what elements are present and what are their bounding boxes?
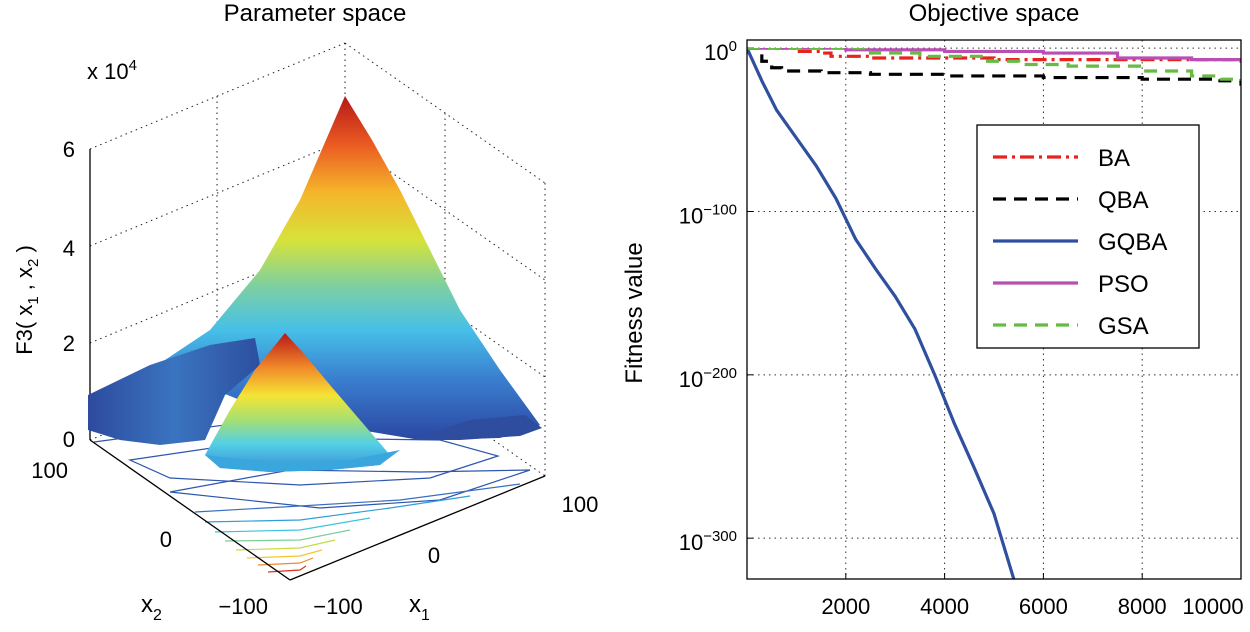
contour-ring-4 [204, 495, 471, 523]
y-tick-e-300-base: 10 [679, 530, 703, 555]
legend-label-gqba: GQBA [1098, 229, 1167, 256]
z-label-sub2: 2 [25, 259, 42, 267]
x-tick-4000: 4000 [920, 594, 969, 619]
z-ticks: 0 2 4 6 [63, 137, 75, 452]
y-tick-e0-base: 10 [704, 40, 728, 65]
y-tick-e-100: 10−100 [679, 202, 737, 229]
right-ylabel: Fitness value [621, 242, 648, 383]
x2-tick-100: 100 [31, 458, 68, 483]
series-line-gqba [747, 48, 1016, 579]
legend-label-qba: QBA [1098, 187, 1149, 214]
x1-tick-neg100: −100 [313, 594, 363, 619]
x2-label-base: x [141, 591, 153, 618]
z-label-pre: F3( x [12, 305, 37, 355]
legend-items: BA QBA GQBA PSO GSA [993, 145, 1167, 340]
series-line-ba [747, 48, 1241, 62]
y-tick-e0: 100 [704, 38, 737, 65]
contour-ring-2 [169, 469, 531, 509]
x1-axis-line [289, 475, 546, 581]
z-exponent-label: x 104 [87, 57, 137, 84]
x-tick-6000: 6000 [1019, 594, 1068, 619]
z-exponent-base: x 10 [87, 59, 129, 84]
right-plot-frame [746, 39, 1242, 580]
x2-label-sub: 2 [153, 607, 162, 624]
right-title: Objective space [909, 0, 1080, 27]
x2-axis-line [89, 439, 291, 581]
left-3d-panel: Parameter space 0 2 4 6 x 104 F3( x1 , x… [12, 0, 598, 624]
contour-ring-7 [235, 539, 336, 551]
legend-label-gsa: GSA [1098, 313, 1149, 340]
y-tick-e-200: 10−200 [679, 365, 737, 392]
z-label-mid: , x [12, 267, 37, 296]
y-tick-e-200-base: 10 [679, 367, 703, 392]
z-tick-2: 2 [63, 331, 75, 356]
legend-label-ba: BA [1098, 145, 1130, 172]
z-tick-6: 6 [63, 137, 75, 162]
series-line-pso [747, 48, 1241, 63]
x1-label-base: x [409, 591, 421, 618]
contour-ring-5 [214, 517, 371, 533]
x2-tick-neg100: −100 [218, 594, 268, 619]
contour-ring-6 [224, 529, 351, 542]
x-tick-2000: 2000 [821, 594, 870, 619]
x1-ticks: −100 0 100 [313, 492, 598, 619]
series-line-gsa [747, 48, 1241, 81]
y-tick-e0-exp: 0 [729, 38, 737, 55]
contour-ring-8 [246, 549, 323, 559]
y-tick-e-300: 10−300 [679, 528, 737, 555]
surface-right-wing [410, 415, 542, 440]
contour-ring-3 [194, 483, 521, 513]
x2-ticks: 100 0 −100 [31, 458, 268, 619]
z-label-sub1: 1 [25, 296, 42, 304]
x1-tick-0: 0 [428, 543, 440, 568]
x2-axis-label: x2 [141, 591, 162, 624]
legend-label-pso: PSO [1098, 271, 1149, 298]
z-tick-4: 4 [63, 236, 75, 261]
x1-axis-label: x1 [409, 591, 430, 624]
x1-label-sub: 1 [421, 607, 430, 624]
right-y-ticks: 100 10−100 10−200 10−300 [679, 38, 737, 555]
legend-box [976, 124, 1200, 349]
right-line-panel: Objective space Fitness value 2000 4000 … [621, 0, 1244, 619]
z-exponent-power: 4 [129, 57, 137, 74]
surface-bottom-fill [205, 450, 400, 472]
right-x-ticks: 2000 4000 6000 8000 10000 [821, 594, 1243, 619]
z-axis-label: F3( x1 , x2 ) [12, 245, 42, 355]
y-tick-e-100-exp: −100 [703, 202, 737, 219]
x-tick-8000: 8000 [1118, 594, 1167, 619]
y-tick-e-100-base: 10 [679, 204, 703, 229]
y-tick-e-200-exp: −200 [703, 365, 737, 382]
surface-front-peak [205, 333, 390, 472]
legend: BA QBA GQBA PSO GSA [976, 124, 1200, 349]
contour-ring-9 [257, 557, 314, 566]
z-label-post: ) [12, 245, 37, 258]
y-tick-e-300-exp: −300 [703, 528, 737, 545]
series-line-qba [747, 48, 1241, 86]
surface-left-wing [88, 338, 260, 445]
z-tick-0: 0 [63, 427, 75, 452]
x2-tick-0: 0 [160, 527, 172, 552]
left-title: Parameter space [224, 0, 407, 27]
x1-tick-100: 100 [562, 492, 599, 517]
x-tick-10000: 10000 [1182, 594, 1243, 619]
right-series [747, 48, 1241, 579]
surface-plot [88, 96, 542, 472]
